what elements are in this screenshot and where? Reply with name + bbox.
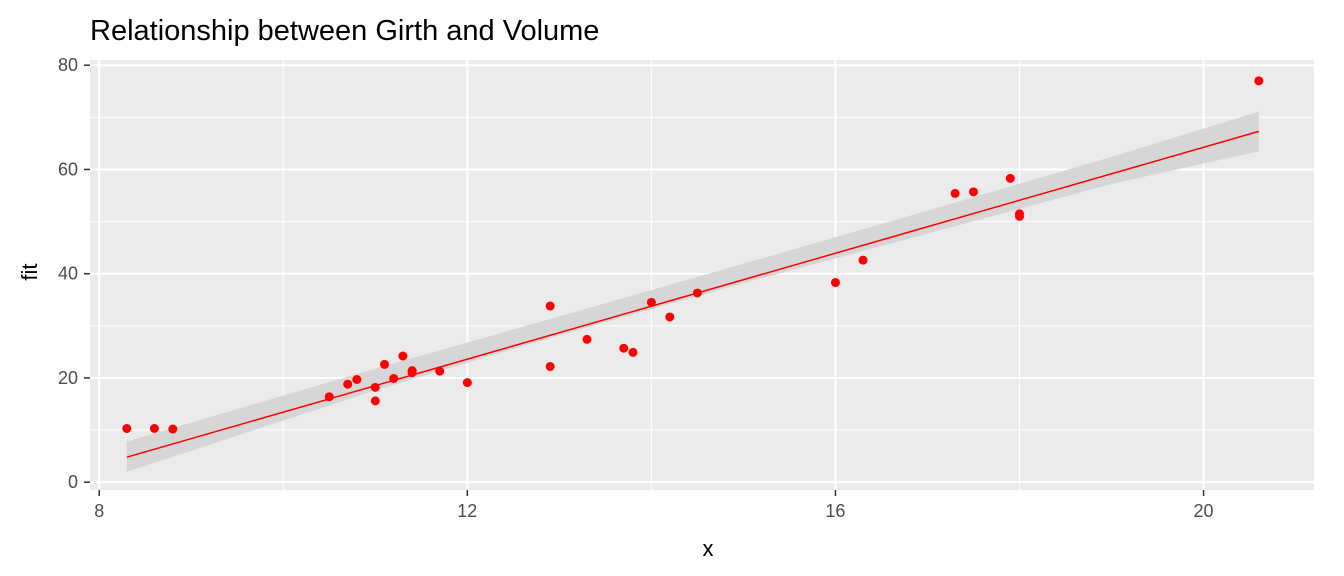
data-point	[1015, 211, 1025, 221]
data-point	[343, 379, 353, 389]
y-tick-label: 20	[58, 368, 78, 388]
x-tick-label: 8	[94, 501, 104, 521]
panel-background	[90, 60, 1314, 490]
fit-line	[126, 130, 1259, 458]
y-tick-label: 40	[58, 264, 78, 284]
data-point	[545, 361, 555, 371]
data-point	[1254, 76, 1264, 86]
data-point	[370, 396, 380, 406]
y-tick-label: 0	[68, 472, 78, 492]
y-axis-title: fit	[17, 263, 42, 280]
points-layer	[122, 76, 1264, 434]
data-point	[370, 382, 380, 392]
data-point	[665, 312, 675, 322]
confidence-band	[126, 111, 1259, 472]
data-point	[628, 347, 638, 357]
data-point	[352, 375, 362, 385]
confidence-band-layer	[126, 111, 1259, 472]
x-tick-label: 16	[825, 501, 845, 521]
data-point	[619, 343, 629, 353]
data-point	[398, 351, 408, 361]
plot-panel	[90, 60, 1314, 490]
fit-line-layer	[126, 130, 1259, 458]
x-tick-label: 12	[457, 501, 477, 521]
data-point	[379, 359, 389, 369]
chart-title: Relationship between Girth and Volume	[90, 15, 599, 47]
data-point	[324, 392, 334, 402]
data-point	[389, 373, 399, 383]
y-tick-label: 80	[58, 55, 78, 75]
data-point	[1005, 173, 1015, 183]
axes: 8 12 16 20 0 20 40 60 80	[58, 55, 1214, 521]
data-point	[435, 366, 445, 376]
data-point	[950, 188, 960, 198]
y-tick-label: 60	[58, 159, 78, 179]
data-point	[462, 378, 472, 388]
data-point	[545, 301, 555, 311]
data-point	[149, 423, 159, 433]
data-point	[646, 297, 656, 307]
data-point	[830, 278, 840, 288]
x-tick-label: 20	[1194, 501, 1214, 521]
data-point	[582, 334, 592, 344]
data-point	[168, 424, 178, 434]
data-point	[858, 255, 868, 265]
data-point	[692, 288, 702, 298]
x-axis-title: x	[703, 536, 714, 561]
data-point	[122, 423, 132, 433]
data-point	[407, 366, 417, 376]
data-point	[968, 187, 978, 197]
